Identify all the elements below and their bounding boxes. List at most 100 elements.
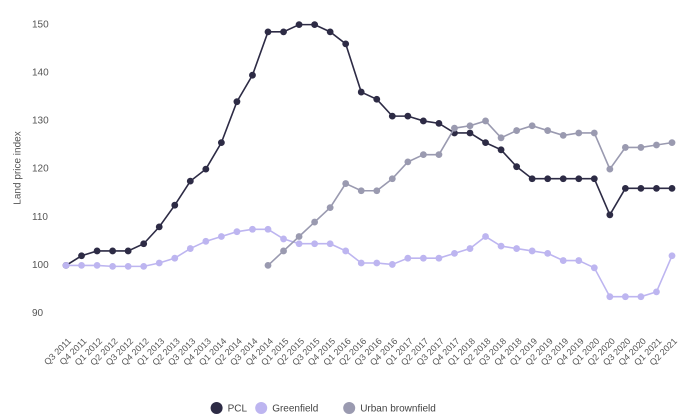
data-point	[280, 247, 287, 255]
data-point	[606, 211, 614, 219]
data-point	[544, 127, 552, 134]
data-point	[606, 293, 614, 301]
data-point	[93, 247, 101, 255]
data-point	[637, 184, 645, 192]
data-point	[497, 134, 505, 142]
data-point	[109, 247, 117, 255]
data-point	[513, 163, 521, 171]
data-point	[466, 245, 474, 252]
data-point	[419, 117, 427, 125]
y-axis-label: Land price index	[13, 131, 24, 204]
data-point	[140, 262, 148, 270]
data-point	[621, 144, 629, 151]
data-point	[668, 252, 676, 260]
legend-marker	[255, 402, 268, 414]
data-point	[311, 218, 319, 226]
data-point	[373, 95, 381, 103]
data-point	[528, 175, 536, 183]
data-point	[544, 249, 552, 257]
data-point	[186, 177, 194, 185]
data-point	[280, 28, 287, 36]
data-point	[326, 240, 334, 248]
data-point	[326, 28, 334, 36]
data-point	[482, 117, 489, 125]
data-point	[311, 21, 319, 29]
legend-label: Greenfield	[272, 404, 318, 415]
data-point	[419, 254, 427, 262]
data-point	[357, 187, 365, 195]
data-point	[280, 235, 287, 243]
data-point	[590, 264, 598, 272]
data-point	[435, 254, 443, 262]
data-point	[124, 247, 132, 255]
data-point	[575, 175, 583, 183]
data-point	[388, 261, 396, 268]
data-point	[249, 71, 256, 79]
data-point	[435, 151, 443, 159]
data-point	[544, 175, 552, 183]
data-point	[388, 112, 396, 120]
data-point	[78, 262, 85, 269]
data-point	[373, 187, 381, 195]
data-point	[497, 242, 505, 250]
data-point	[233, 98, 241, 106]
data-point	[653, 288, 660, 296]
data-point	[217, 233, 225, 240]
data-point	[404, 158, 412, 166]
data-point	[78, 252, 85, 260]
data-point	[140, 240, 148, 248]
data-point	[326, 204, 334, 212]
data-point	[528, 122, 536, 130]
data-point	[342, 40, 350, 48]
y-tick-label: 90	[32, 308, 44, 319]
y-tick-label: 100	[32, 260, 49, 271]
data-point	[668, 184, 676, 192]
data-point	[342, 180, 350, 187]
data-point	[606, 165, 614, 173]
data-point	[482, 139, 489, 147]
data-point	[93, 262, 101, 269]
data-point	[264, 225, 272, 233]
data-point	[528, 247, 536, 255]
series-line	[65, 23, 672, 267]
data-point	[435, 119, 443, 127]
data-point	[202, 237, 210, 245]
data-point	[466, 129, 474, 137]
data-point	[62, 262, 70, 269]
data-point	[357, 259, 365, 267]
data-point	[559, 131, 567, 139]
data-point	[264, 262, 272, 269]
data-point	[404, 254, 412, 262]
data-point	[233, 228, 241, 236]
data-point	[217, 139, 225, 147]
data-point	[357, 88, 365, 96]
data-point	[621, 293, 629, 301]
data-point	[451, 249, 458, 257]
data-point	[575, 257, 583, 264]
data-point	[404, 112, 412, 120]
y-tick-label: 120	[32, 164, 49, 175]
legend-marker	[343, 402, 356, 414]
data-point	[155, 223, 163, 231]
y-tick-label: 130	[32, 116, 49, 127]
data-point	[311, 240, 319, 248]
data-point	[295, 240, 303, 248]
data-point	[295, 21, 303, 29]
data-point	[513, 245, 521, 252]
data-point	[466, 122, 474, 130]
data-point	[497, 146, 505, 154]
legend-marker	[210, 402, 223, 414]
data-point	[482, 233, 489, 240]
y-tick-label: 110	[32, 212, 48, 223]
data-point	[637, 144, 645, 151]
y-tick-label: 140	[32, 67, 49, 78]
data-point	[202, 165, 210, 173]
data-point	[186, 245, 194, 252]
data-point	[124, 262, 132, 270]
data-point	[171, 201, 179, 209]
data-point	[264, 28, 272, 36]
data-point	[249, 225, 256, 233]
data-point	[373, 259, 381, 267]
data-point	[388, 175, 396, 183]
